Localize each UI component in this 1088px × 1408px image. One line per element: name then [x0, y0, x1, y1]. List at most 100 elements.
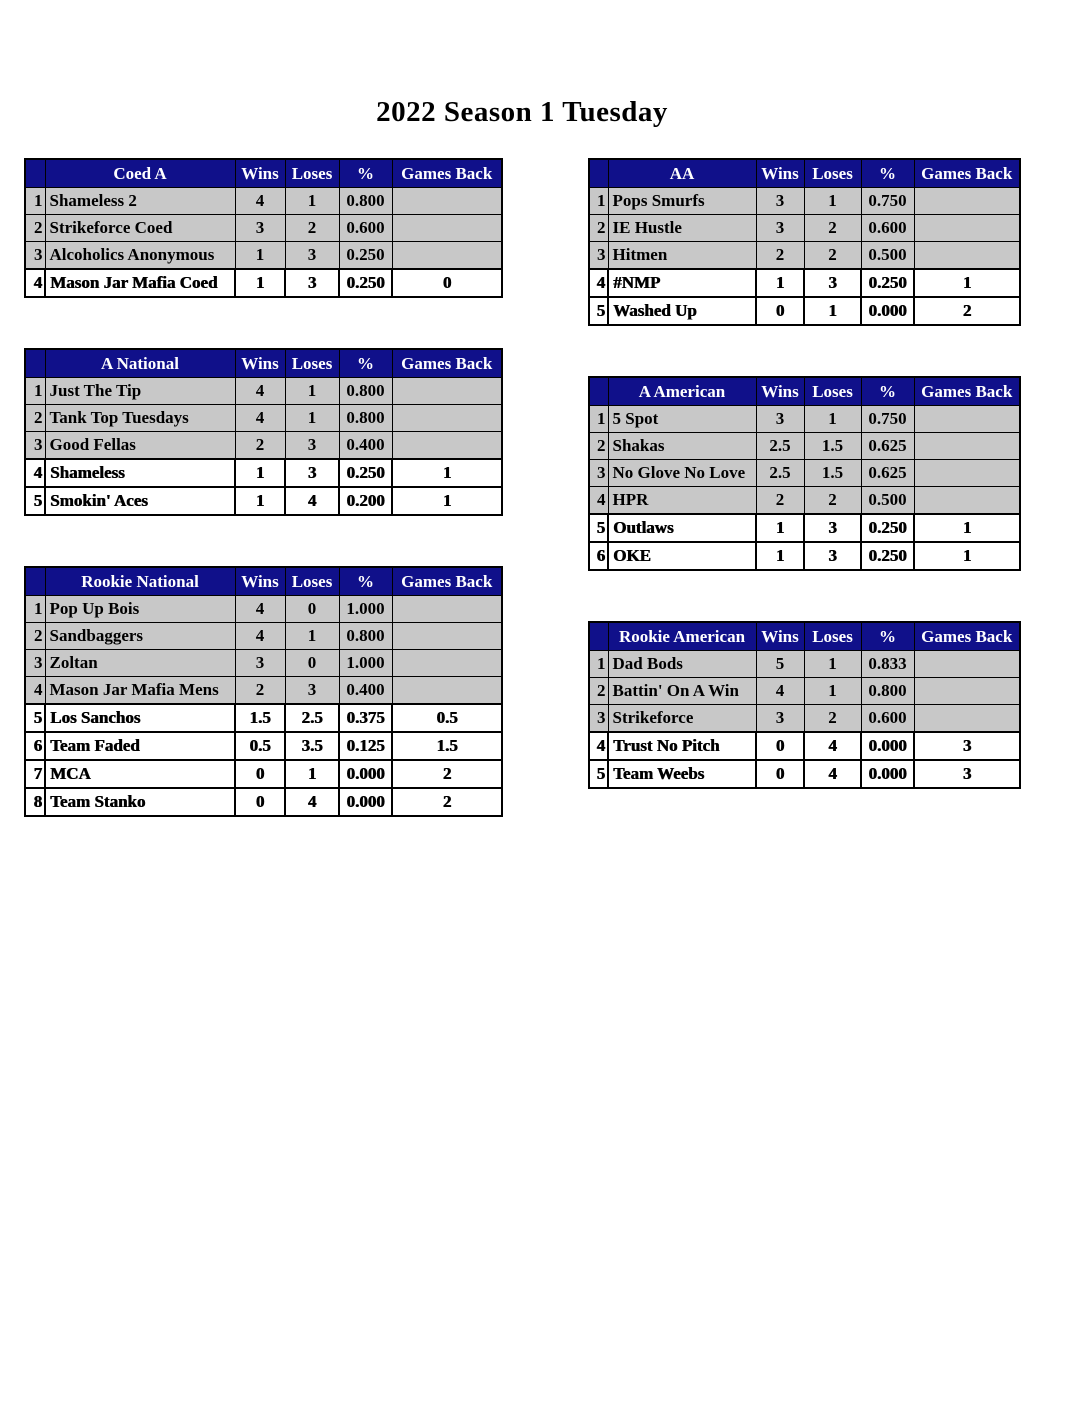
- pct-cell: 0.625: [860, 459, 915, 487]
- pct-cell: 0.250: [860, 268, 915, 298]
- rank-cell: 3: [588, 459, 609, 487]
- wins-cell: 2: [755, 241, 805, 270]
- table-row: 5 Team Weebs 0 4 0.000 3: [588, 759, 1021, 789]
- games-back-cell: [913, 677, 1021, 705]
- loses-column-header: Loses: [284, 158, 340, 188]
- league-name-header: A American: [607, 376, 757, 406]
- table-row: 1 Pop Up Bois 4 0 1.000: [24, 595, 503, 623]
- gb-column-header: Games Back: [391, 566, 503, 596]
- team-name-cell: Dad Bods: [607, 650, 757, 678]
- games-back-cell: 1: [913, 541, 1021, 571]
- rank-cell: 1: [588, 405, 609, 433]
- wins-cell: 1: [755, 268, 805, 298]
- games-back-cell: 2: [391, 759, 503, 789]
- loses-cell: 1: [803, 677, 862, 705]
- team-name-cell: Strikeforce: [607, 704, 757, 733]
- loses-cell: 3: [284, 241, 340, 270]
- games-back-cell: [913, 704, 1021, 733]
- table-row: 5 Washed Up 0 1 0.000 2: [588, 296, 1021, 326]
- team-name-cell: OKE: [607, 541, 757, 571]
- games-back-cell: [391, 377, 503, 405]
- games-back-cell: 1.5: [391, 731, 503, 761]
- wins-cell: 4: [755, 677, 805, 705]
- standings-table-a-american: A American Wins Loses% Games Back 1 5 Spot 3 1 0…: [588, 376, 1021, 571]
- rank-cell: 4: [588, 731, 609, 761]
- league-name-header: Rookie American: [607, 621, 757, 651]
- right-column: AA Wins Loses% Games Back 1 Pops Smurfs 3 1 0.75…: [588, 158, 1021, 839]
- team-name-cell: No Glove No Love: [607, 459, 757, 487]
- team-name-cell: IE Hustle: [607, 214, 757, 242]
- team-name-cell: Mason Jar Mafia Coed: [44, 268, 236, 298]
- table-row: 6 OKE 1 3 0.250 1: [588, 541, 1021, 571]
- wins-cell: 3: [755, 187, 805, 215]
- loses-cell: 4: [803, 731, 862, 761]
- team-name-cell: Strikeforce Coed: [44, 214, 236, 242]
- rank-cell: 2: [24, 214, 46, 242]
- table-row: 5 Smokin' Aces 1 4 0.200 1: [24, 486, 503, 516]
- games-back-cell: [391, 187, 503, 215]
- table-row: 3 No Glove No Love 2.5 1.5 0.625: [588, 459, 1021, 487]
- table-row: 3 Good Fellas 2 3 0.400: [24, 431, 503, 460]
- wins-cell: 1: [234, 486, 286, 516]
- wins-column-header: Wins: [755, 158, 805, 188]
- loses-cell: 1: [284, 377, 340, 405]
- pct-cell: 0.000: [338, 787, 393, 817]
- games-back-cell: [391, 649, 503, 677]
- rank-cell: 2: [588, 214, 609, 242]
- pct-cell: 0.625: [860, 432, 915, 460]
- rank-cell: 5: [588, 513, 609, 543]
- team-name-cell: Alcoholics Anonymous: [44, 241, 236, 270]
- rank-column-header: [24, 158, 46, 188]
- team-name-cell: HPR: [607, 486, 757, 515]
- table-row: 1 Pops Smurfs 3 1 0.750: [588, 187, 1021, 215]
- loses-cell: 1: [284, 187, 340, 215]
- table-row: 2 Battin' On A Win 4 1 0.800: [588, 677, 1021, 705]
- rank-cell: 3: [24, 431, 46, 460]
- rank-cell: 4: [24, 268, 46, 298]
- pct-cell: 0.500: [860, 241, 915, 270]
- rank-cell: 1: [24, 595, 46, 623]
- loses-cell: 0: [284, 649, 340, 677]
- wins-cell: 4: [234, 622, 286, 650]
- rank-cell: 6: [588, 541, 609, 571]
- pct-cell: 0.800: [338, 377, 393, 405]
- wins-cell: 1: [234, 241, 286, 270]
- rank-cell: 5: [24, 703, 46, 733]
- wins-cell: 2: [234, 431, 286, 460]
- standings-table-rookie-national: Rookie National Wins Loses% Games Back 1 Pop …: [24, 566, 503, 817]
- wins-cell: 1: [755, 541, 805, 571]
- games-back-cell: [913, 432, 1021, 460]
- standings-table-aa: AA Wins Loses% Games Back 1 Pops Smurfs 3 1 0.75…: [588, 158, 1021, 326]
- wins-cell: 0: [755, 296, 805, 326]
- rank-column-header: [24, 566, 46, 596]
- pct-cell: 0.250: [338, 268, 393, 298]
- team-name-cell: Sandbaggers: [44, 622, 236, 650]
- games-back-cell: [913, 459, 1021, 487]
- rank-cell: 1: [24, 377, 46, 405]
- loses-cell: 2: [284, 214, 340, 242]
- table-row: 2 Sandbaggers 4 1 0.800: [24, 622, 503, 650]
- wins-column-header: Wins: [234, 158, 286, 188]
- header-row: Coed A Wins Loses% Games Back: [24, 158, 503, 188]
- table-row: 3 Hitmen 2 2 0.500: [588, 241, 1021, 270]
- games-back-cell: 0: [391, 268, 503, 298]
- pct-cell: 0.000: [338, 759, 393, 789]
- table-row: 4 Mason Jar Mafia Coed 1 3 0.250 0: [24, 268, 503, 298]
- table-row: 5 Los Sanchos 1.5 2.5 0.375 0.5: [24, 703, 503, 733]
- games-back-cell: [391, 241, 503, 270]
- pct-cell: 0.000: [860, 759, 915, 789]
- table-row: 3 Zoltan 3 0 1.000: [24, 649, 503, 677]
- rank-cell: 2: [588, 432, 609, 460]
- pct-cell: 1.000: [338, 595, 393, 623]
- table-row: 2 Strikeforce Coed 3 2 0.600: [24, 214, 503, 242]
- league-name-header: A National: [44, 348, 236, 378]
- games-back-cell: [913, 187, 1021, 215]
- games-back-cell: 1: [913, 268, 1021, 298]
- team-name-cell: Zoltan: [44, 649, 236, 677]
- rank-column-header: [588, 376, 609, 406]
- games-back-cell: [913, 486, 1021, 515]
- team-name-cell: Tank Top Tuesdays: [44, 404, 236, 432]
- table-row: 4 HPR 2 2 0.500: [588, 486, 1021, 515]
- header-row: Rookie American Wins Loses% Games Back: [588, 621, 1021, 651]
